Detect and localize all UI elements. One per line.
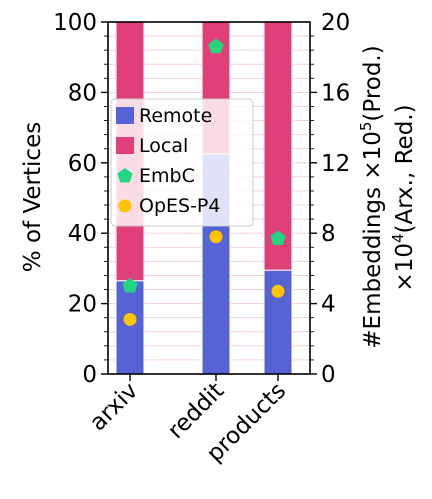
left-tick-label: 80 — [68, 80, 97, 106]
legend-label-embc: EmbC — [139, 165, 195, 187]
y2-axis-title-line2-main: ×10 — [392, 243, 418, 292]
legend-swatch-remote — [116, 107, 134, 124]
y-axis-title: % of Vertices — [20, 122, 46, 272]
legend-label-remote: Remote — [139, 105, 212, 127]
left-tick-label: 60 — [68, 151, 97, 177]
right-tick-label: 20 — [321, 10, 350, 36]
right-tick-label: 4 — [321, 292, 336, 318]
left-tick-label: 40 — [68, 221, 97, 247]
right-tick-label: 0 — [321, 362, 336, 388]
y2-axis-title-line1-suffix: (Prod.) — [360, 45, 386, 121]
marker-embc-products — [270, 230, 286, 245]
plot-frame — [107, 21, 311, 375]
y2-axis-title-line2: ×104(Arx., Red.) — [389, 104, 418, 291]
marker-opes-p4-reddit — [209, 230, 223, 244]
legend-label-local: Local — [139, 135, 188, 157]
y2-axis-title-line1-main: #Embeddings ×10 — [360, 131, 386, 349]
right-tick-label: 12 — [321, 151, 350, 177]
y2-axis-title-line1-sup: 5 — [357, 122, 375, 132]
left-tick-label: 20 — [68, 292, 97, 318]
legend: Remote Local EmbC OpES-P4 — [110, 98, 254, 227]
left-axis-ticks: 0 20 40 60 80 100 — [53, 10, 108, 388]
y2-axis-title-line1: #Embeddings ×105(Prod.) — [357, 45, 386, 348]
legend-swatch-opes-p4 — [118, 199, 132, 213]
y2-axis-title-line2-suffix: (Arx., Red.) — [392, 104, 418, 233]
y2-axis-title-line2-sup: 4 — [389, 233, 407, 243]
legend-swatch-embc — [117, 168, 133, 183]
right-axis-ticks: 0 4 8 12 16 20 — [310, 10, 350, 388]
bar-remote-arxiv — [115, 280, 145, 375]
right-tick-label: 8 — [321, 221, 336, 247]
marker-opes-p4-products — [271, 284, 285, 298]
markers — [122, 38, 286, 326]
legend-label-opes-p4: OpES-P4 — [139, 195, 220, 217]
legend-box — [110, 98, 254, 227]
left-tick-label: 0 — [82, 362, 97, 388]
marker-embc-arxiv — [122, 278, 138, 293]
marker-embc-reddit — [208, 38, 224, 54]
legend-swatch-local — [116, 137, 134, 154]
marker-opes-p4-arxiv — [123, 312, 137, 326]
right-tick-label: 16 — [321, 80, 350, 106]
left-tick-label: 100 — [53, 10, 97, 36]
bar-local-products — [263, 21, 293, 271]
